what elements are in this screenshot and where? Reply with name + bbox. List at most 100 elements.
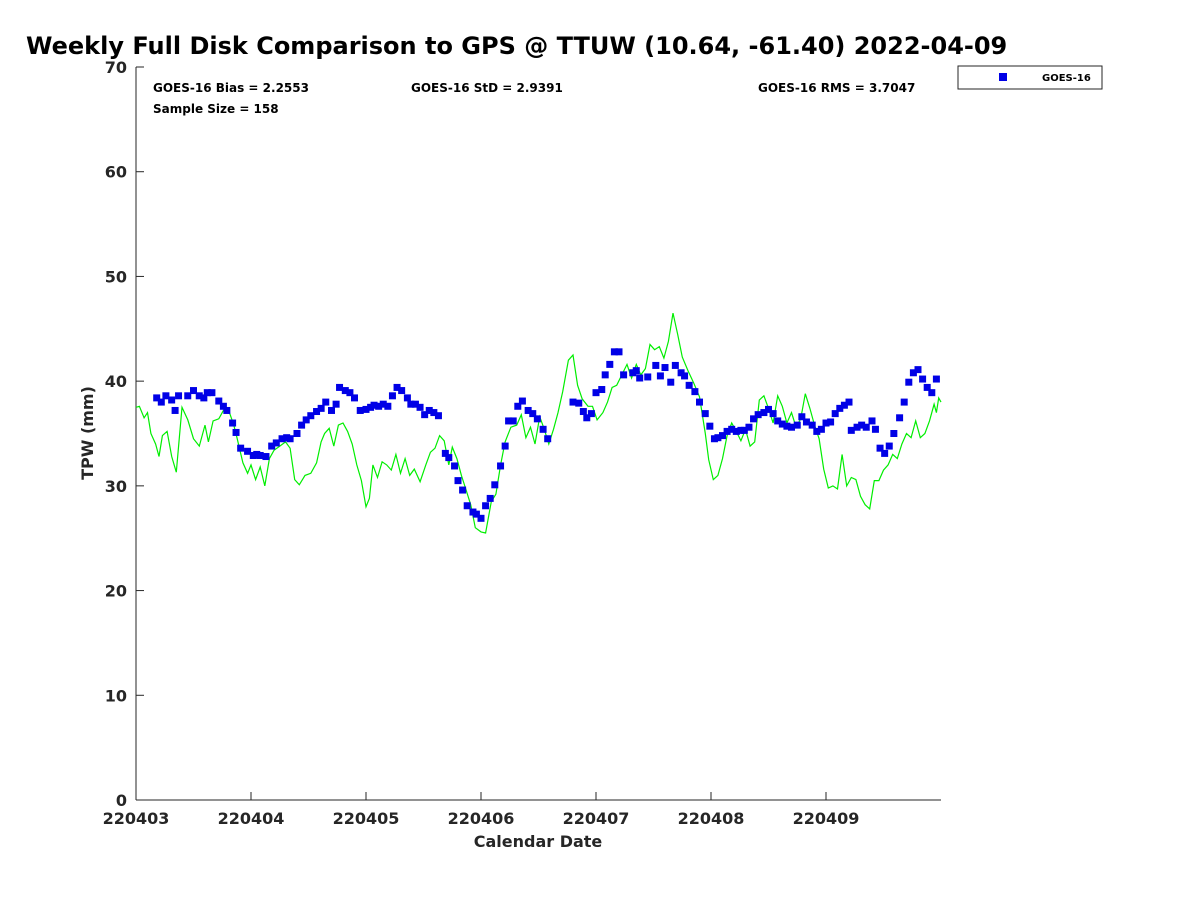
x-axis-label: Calendar Date: [474, 832, 603, 851]
goes16-point: [268, 442, 276, 450]
goes16-point: [518, 397, 526, 405]
goes16-point: [740, 426, 748, 434]
goes16-point: [237, 444, 245, 452]
y-tick-label: 10: [105, 686, 127, 705]
goes16-point: [778, 420, 786, 428]
rms-stat: GOES-16 RMS = 3.7047: [758, 81, 915, 95]
x-tick-label: 220409: [793, 809, 860, 828]
goes16-point: [157, 398, 165, 406]
goes16-point: [454, 477, 462, 485]
goes16-point: [831, 410, 839, 418]
goes16-point: [425, 406, 433, 414]
goes16-point: [272, 439, 280, 447]
goes16-point: [592, 389, 600, 397]
goes16-point: [317, 404, 325, 412]
goes16-point: [723, 427, 731, 435]
goes16-point: [190, 387, 197, 395]
goes16-point: [175, 392, 183, 400]
goes16-point: [407, 400, 415, 408]
goes16-point: [356, 406, 364, 414]
goes16-point: [636, 374, 644, 382]
goes16-point: [871, 425, 879, 433]
goes16-point: [434, 412, 442, 420]
goes16-point: [923, 383, 931, 391]
goes16-point: [293, 430, 301, 437]
goes16-point: [491, 481, 499, 489]
legend-label-goes16: GOES-16: [1042, 73, 1091, 84]
goes16-point: [351, 394, 358, 402]
goes16-point: [505, 417, 513, 425]
x-tick-label: 220408: [678, 809, 745, 828]
goes16-point: [817, 425, 825, 433]
goes16-point: [632, 367, 640, 375]
goes16-point: [544, 435, 552, 443]
legend-box: [957, 65, 1103, 90]
goes16-point: [477, 514, 485, 522]
goes16-point: [322, 398, 330, 406]
goes16-point: [445, 454, 453, 462]
goes16-point: [497, 462, 505, 470]
goes16-point: [215, 397, 223, 405]
goes16-point: [416, 403, 424, 411]
goes16-point: [914, 366, 922, 374]
goes16-point: [501, 442, 509, 450]
goes16-point: [696, 398, 703, 406]
goes16-point: [514, 402, 522, 410]
goes16-point: [362, 405, 370, 413]
goes16-point: [606, 360, 614, 368]
x-tick-label: 220406: [448, 809, 515, 828]
goes16-point: [313, 408, 321, 416]
std-stat: GOES-16 StD = 2.9391: [411, 81, 563, 95]
goes16-point: [769, 410, 777, 418]
goes16-point: [919, 375, 927, 383]
legend-marker-goes16: [999, 73, 1007, 81]
goes16-point: [601, 371, 609, 379]
goes16-point: [229, 419, 237, 427]
goes16-point: [463, 502, 471, 510]
goes16-point: [539, 425, 547, 433]
x-tick-label: 220407: [563, 809, 630, 828]
plot-area: 0 10 20 30 40 50 60 70 220403 220404 220405 220406…: [103, 58, 942, 828]
goes16-point: [615, 348, 623, 356]
goes16-point: [691, 388, 699, 396]
y-tick-label: 50: [105, 267, 127, 286]
goes16-point: [370, 401, 378, 409]
goes16-point: [346, 389, 354, 397]
y-tick-label: 20: [105, 582, 127, 601]
goes16-point: [900, 398, 908, 406]
goes16-point: [853, 423, 861, 431]
goes16-point: [583, 414, 591, 422]
goes16-point: [328, 406, 335, 414]
x-tick-label: 220404: [218, 809, 285, 828]
goes16-point: [661, 364, 669, 372]
y-tick-label: 70: [105, 58, 127, 77]
goes16-point: [307, 412, 315, 420]
goes16-point: [579, 408, 587, 416]
goes16-point: [587, 410, 595, 418]
goes16-point: [398, 387, 406, 395]
legend: GOES-16: [957, 65, 1103, 90]
y-tick-label: 30: [105, 477, 127, 496]
goes16-point: [451, 462, 459, 470]
goes16-point: [529, 410, 537, 418]
goes16-point: [783, 422, 791, 430]
goes16-point: [459, 486, 467, 494]
goes16-point: [827, 418, 835, 426]
goes16-point: [802, 418, 810, 426]
goes16-point: [598, 386, 606, 394]
goes16-point: [822, 419, 830, 427]
series-layer: [135, 312, 942, 534]
goes16-point: [813, 427, 821, 435]
x-axis-ticks: 220403 220404 220405 220406 220407 220408 2204…: [103, 792, 860, 828]
goes16-point: [232, 428, 240, 436]
goes16-point: [788, 423, 795, 431]
goes16-point: [765, 405, 772, 413]
goes16-point: [421, 411, 429, 419]
goes16-point: [256, 451, 264, 459]
goes16-point: [836, 404, 844, 412]
goes16-point: [278, 435, 286, 443]
goes16-point: [667, 378, 675, 386]
goes16-point: [411, 400, 419, 408]
goes16-point: [652, 361, 660, 369]
goes16-point: [403, 394, 411, 402]
